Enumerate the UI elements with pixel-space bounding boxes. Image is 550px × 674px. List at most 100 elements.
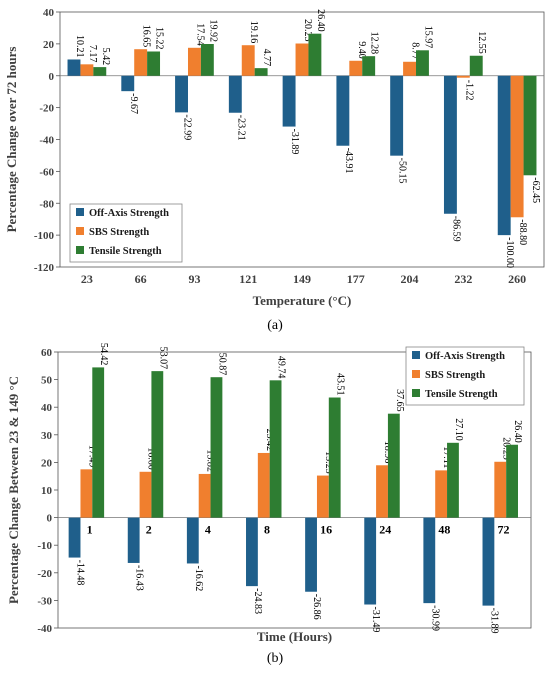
x-category-label: 16 [320, 523, 332, 537]
bar [200, 44, 214, 76]
bar-data-label: -30.99 [429, 605, 440, 631]
legend-swatch [412, 389, 420, 397]
x-category-label: 149 [293, 272, 311, 286]
y-tick-label: -80 [39, 198, 54, 210]
bar [510, 75, 524, 218]
x-category-label: 4 [205, 523, 211, 537]
bar-data-label: 53.07 [157, 347, 168, 370]
y-tick-label: 20 [41, 457, 53, 469]
x-axis-title: Temperature (°C) [253, 293, 352, 308]
legend-entry: SBS Strength [425, 370, 485, 381]
bar [68, 517, 81, 558]
y-tick-label: 40 [43, 7, 55, 19]
bar-data-label: 54.42 [98, 343, 109, 366]
bar-data-label: 10.21 [74, 35, 85, 58]
bar-data-label: 20.23 [302, 19, 313, 42]
bar-data-label: -43.91 [343, 148, 354, 174]
bar [92, 367, 105, 518]
bar-data-label: 7.17 [87, 45, 98, 63]
y-tick-label: 10 [41, 485, 53, 497]
bar-data-label: 16.60 [146, 447, 157, 470]
legend-swatch [412, 351, 420, 359]
y-tick-label: 40 [41, 402, 53, 414]
bar [80, 469, 93, 518]
bar [254, 68, 268, 76]
bar-data-label: -88.80 [517, 219, 528, 245]
bar-data-label: 27.10 [453, 418, 464, 441]
y-tick-label: -60 [39, 166, 54, 178]
x-category-label: 1 [87, 523, 93, 537]
x-category-label: 93 [188, 272, 200, 286]
bar [80, 64, 94, 76]
bar-data-label: -50.15 [397, 158, 408, 184]
bar-data-label: 4.77 [261, 49, 272, 67]
bar-data-label: 15.82 [205, 449, 216, 472]
legend-swatch [412, 370, 420, 378]
bar-data-label: -100.00 [504, 237, 515, 268]
bar-data-label: -24.83 [252, 588, 263, 614]
bar-data-label: 17.54 [194, 23, 205, 46]
caption-a: (a) [267, 318, 283, 333]
bar-data-label: 16.65 [141, 25, 152, 48]
bar [523, 75, 537, 176]
bar [316, 475, 329, 518]
y-tick-label: -10 [37, 540, 52, 552]
y-axis-title: Percentage Change over 72 hours [4, 47, 19, 233]
x-category-label: 2 [146, 523, 152, 537]
bar [443, 75, 457, 214]
y-tick-label: -40 [39, 135, 54, 147]
bar [93, 67, 107, 76]
y-tick-label: -20 [37, 568, 52, 580]
bar [67, 59, 81, 76]
x-category-label: 8 [264, 523, 270, 537]
bar-data-label: -14.48 [75, 560, 86, 586]
bar [175, 75, 188, 113]
bar [497, 75, 511, 236]
bar-data-label: 9.40 [356, 41, 367, 59]
bar [187, 47, 201, 76]
legend-box [405, 346, 525, 406]
bar-data-label: 8.77 [410, 42, 421, 60]
bar [435, 470, 448, 518]
bar [121, 75, 135, 92]
bar-data-label: 26.40 [512, 420, 523, 443]
legend-entry: Tensile Strength [89, 246, 162, 257]
x-axis-title: Time (Hours) [257, 629, 332, 644]
bar [364, 517, 377, 605]
bar [295, 43, 309, 76]
bar-data-label: -9.67 [128, 93, 139, 114]
bar [257, 452, 270, 518]
bar-data-label: -31.89 [488, 608, 499, 634]
bar-data-label: 12.55 [476, 31, 487, 54]
bar-data-label: 50.87 [216, 353, 227, 376]
bar-data-label: 18.96 [382, 441, 393, 464]
y-tick-label: -120 [34, 262, 55, 274]
y-tick-label: 50 [41, 375, 53, 387]
bar [147, 51, 161, 76]
x-category-label: 204 [401, 272, 419, 286]
y-axis-title: Percentage Change Between 23 & 149 °C [6, 376, 21, 604]
y-tick-label: 20 [43, 39, 55, 51]
x-category-label: 121 [239, 272, 257, 286]
bar [241, 45, 255, 76]
bar-data-label: 20.23 [500, 437, 511, 460]
bar-data-label: -23.21 [235, 115, 246, 141]
chart-b-svg: 60 50 40 30 20 10 0 -10 -20 -30 -40 -14.48 -16.43 -16… [6, 343, 532, 644]
bar-data-label: -16.62 [193, 565, 204, 591]
bar-data-label: -16.43 [134, 565, 145, 591]
legend-entry: Off-Axis Strength [425, 351, 505, 362]
bar-data-label: 23.42 [264, 428, 275, 451]
y-tick-label: -40 [37, 623, 52, 635]
bar-data-label: -86.59 [450, 216, 461, 242]
legend-entry: Off-Axis Strength [89, 208, 169, 219]
bar [423, 517, 436, 604]
legend-swatch [76, 227, 84, 235]
x-category-label: 260 [508, 272, 526, 286]
bar-data-label: 5.42 [100, 48, 111, 66]
chart-panel-b: 60 50 40 30 20 10 0 -10 -20 -30 -40 -14.48 -16.43 -16… [0, 337, 550, 647]
bar-data-label: 17.49 [86, 445, 97, 468]
legend-entry: Tensile Strength [425, 389, 498, 400]
chart-a-svg: 40 20 0 -20 -40 -60 -80 -100 -120 10.21 -9.67 -22.9… [4, 7, 545, 308]
y-tick-label: 60 [41, 347, 53, 359]
x-category-label: 23 [81, 272, 93, 286]
